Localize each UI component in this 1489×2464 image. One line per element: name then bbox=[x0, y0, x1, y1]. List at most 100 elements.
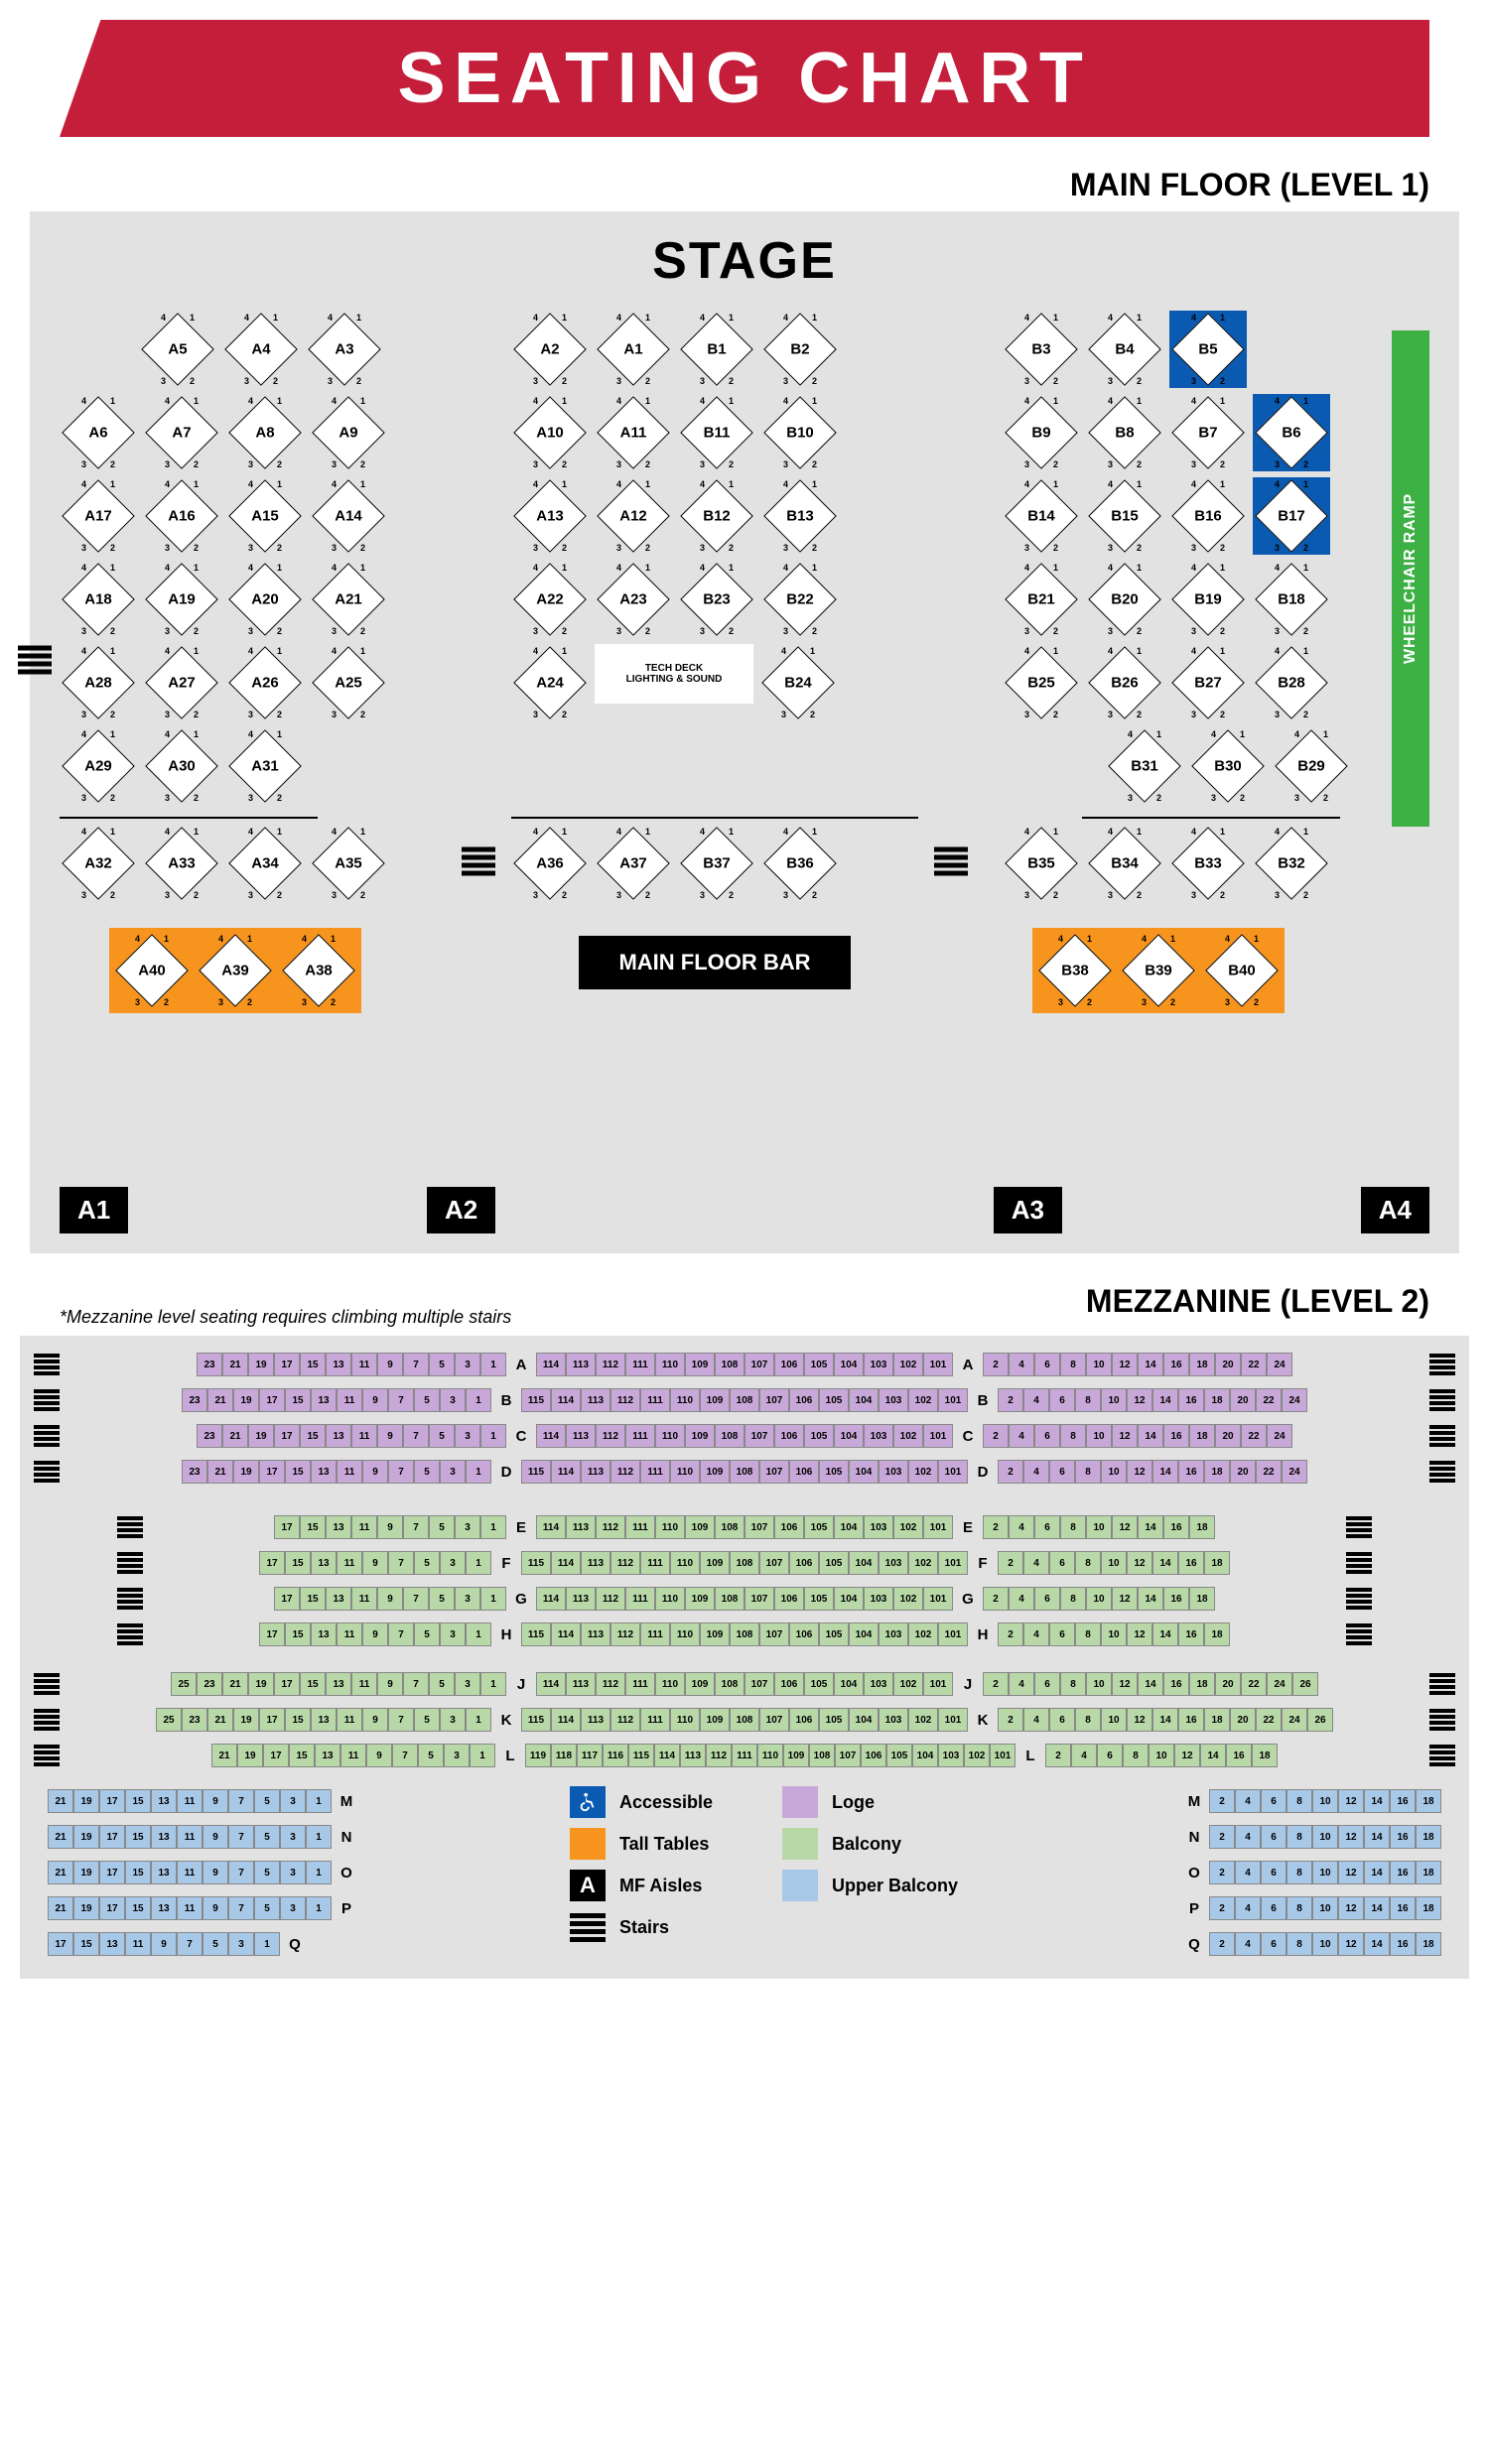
seat-8[interactable]: 8 bbox=[1075, 1460, 1101, 1484]
seat-103[interactable]: 103 bbox=[864, 1672, 893, 1696]
seat-14[interactable]: 14 bbox=[1364, 1896, 1390, 1920]
seat-8[interactable]: 8 bbox=[1286, 1932, 1312, 1956]
seat-11[interactable]: 11 bbox=[177, 1861, 203, 1884]
seat-8[interactable]: 8 bbox=[1286, 1825, 1312, 1849]
seat-106[interactable]: 106 bbox=[789, 1460, 819, 1484]
seat-106[interactable]: 106 bbox=[774, 1353, 804, 1376]
seat-2[interactable]: 2 bbox=[1209, 1932, 1235, 1956]
seat-13[interactable]: 13 bbox=[315, 1744, 340, 1767]
seat-17[interactable]: 17 bbox=[259, 1708, 285, 1732]
seat-1[interactable]: 1 bbox=[480, 1672, 506, 1696]
seat-13[interactable]: 13 bbox=[326, 1587, 351, 1611]
seat-11[interactable]: 11 bbox=[337, 1551, 362, 1575]
seat-8[interactable]: 8 bbox=[1060, 1587, 1086, 1611]
seat-102[interactable]: 102 bbox=[964, 1744, 990, 1767]
seat-11[interactable]: 11 bbox=[351, 1587, 377, 1611]
seat-2[interactable]: 2 bbox=[983, 1515, 1009, 1539]
seat-16[interactable]: 16 bbox=[1178, 1622, 1204, 1646]
seat-18[interactable]: 18 bbox=[1416, 1896, 1441, 1920]
seat-112[interactable]: 112 bbox=[610, 1622, 640, 1646]
seat-105[interactable]: 105 bbox=[886, 1744, 912, 1767]
table-A7[interactable]: 41 A7 32 bbox=[143, 394, 220, 471]
seat-104[interactable]: 104 bbox=[834, 1672, 864, 1696]
seat-101[interactable]: 101 bbox=[938, 1622, 968, 1646]
seat-106[interactable]: 106 bbox=[789, 1388, 819, 1412]
seat-107[interactable]: 107 bbox=[744, 1515, 774, 1539]
seat-11[interactable]: 11 bbox=[177, 1896, 203, 1920]
seat-114[interactable]: 114 bbox=[536, 1672, 566, 1696]
seat-7[interactable]: 7 bbox=[388, 1460, 414, 1484]
seat-9[interactable]: 9 bbox=[203, 1789, 228, 1813]
seat-21[interactable]: 21 bbox=[222, 1353, 248, 1376]
seat-22[interactable]: 22 bbox=[1256, 1708, 1282, 1732]
seat-1[interactable]: 1 bbox=[480, 1515, 506, 1539]
seat-108[interactable]: 108 bbox=[715, 1515, 744, 1539]
seat-3[interactable]: 3 bbox=[280, 1789, 306, 1813]
seat-3[interactable]: 3 bbox=[440, 1708, 466, 1732]
seat-18[interactable]: 18 bbox=[1416, 1932, 1441, 1956]
seat-108[interactable]: 108 bbox=[730, 1388, 759, 1412]
seat-7[interactable]: 7 bbox=[403, 1515, 429, 1539]
table-A22[interactable]: 41 A22 32 bbox=[511, 561, 589, 638]
seat-5[interactable]: 5 bbox=[254, 1896, 280, 1920]
seat-112[interactable]: 112 bbox=[596, 1672, 625, 1696]
seat-18[interactable]: 18 bbox=[1189, 1587, 1215, 1611]
table-A12[interactable]: 41 A12 32 bbox=[595, 477, 672, 555]
seat-16[interactable]: 16 bbox=[1226, 1744, 1252, 1767]
seat-16[interactable]: 16 bbox=[1390, 1861, 1416, 1884]
seat-18[interactable]: 18 bbox=[1416, 1825, 1441, 1849]
seat-10[interactable]: 10 bbox=[1086, 1515, 1112, 1539]
seat-110[interactable]: 110 bbox=[670, 1708, 700, 1732]
table-A33[interactable]: 41 A33 32 bbox=[143, 825, 220, 902]
seat-9[interactable]: 9 bbox=[377, 1672, 403, 1696]
seat-3[interactable]: 3 bbox=[444, 1744, 470, 1767]
seat-108[interactable]: 108 bbox=[730, 1622, 759, 1646]
seat-15[interactable]: 15 bbox=[285, 1388, 311, 1412]
seat-19[interactable]: 19 bbox=[73, 1825, 99, 1849]
seat-8[interactable]: 8 bbox=[1075, 1388, 1101, 1412]
seat-10[interactable]: 10 bbox=[1312, 1789, 1338, 1813]
seat-11[interactable]: 11 bbox=[340, 1744, 366, 1767]
seat-17[interactable]: 17 bbox=[263, 1744, 289, 1767]
seat-16[interactable]: 16 bbox=[1178, 1551, 1204, 1575]
seat-2[interactable]: 2 bbox=[1209, 1825, 1235, 1849]
seat-114[interactable]: 114 bbox=[551, 1460, 581, 1484]
seat-14[interactable]: 14 bbox=[1152, 1388, 1178, 1412]
seat-110[interactable]: 110 bbox=[670, 1460, 700, 1484]
table-A39[interactable]: 41 A39 32 bbox=[197, 932, 274, 1009]
seat-1[interactable]: 1 bbox=[466, 1622, 491, 1646]
table-A20[interactable]: 41 A20 32 bbox=[226, 561, 304, 638]
seat-12[interactable]: 12 bbox=[1127, 1622, 1152, 1646]
seat-4[interactable]: 4 bbox=[1009, 1353, 1034, 1376]
table-A34[interactable]: 41 A34 32 bbox=[226, 825, 304, 902]
seat-14[interactable]: 14 bbox=[1152, 1551, 1178, 1575]
seat-17[interactable]: 17 bbox=[259, 1551, 285, 1575]
seat-9[interactable]: 9 bbox=[203, 1896, 228, 1920]
seat-24[interactable]: 24 bbox=[1282, 1388, 1307, 1412]
table-A27[interactable]: 41 A27 32 bbox=[143, 644, 220, 721]
seat-17[interactable]: 17 bbox=[99, 1896, 125, 1920]
seat-17[interactable]: 17 bbox=[274, 1353, 300, 1376]
seat-107[interactable]: 107 bbox=[835, 1744, 861, 1767]
seat-5[interactable]: 5 bbox=[203, 1932, 228, 1956]
seat-106[interactable]: 106 bbox=[774, 1672, 804, 1696]
seat-19[interactable]: 19 bbox=[233, 1460, 259, 1484]
seat-23[interactable]: 23 bbox=[197, 1353, 222, 1376]
seat-24[interactable]: 24 bbox=[1282, 1460, 1307, 1484]
seat-15[interactable]: 15 bbox=[300, 1515, 326, 1539]
seat-8[interactable]: 8 bbox=[1286, 1789, 1312, 1813]
seat-16[interactable]: 16 bbox=[1178, 1460, 1204, 1484]
seat-18[interactable]: 18 bbox=[1204, 1460, 1230, 1484]
seat-109[interactable]: 109 bbox=[685, 1424, 715, 1448]
seat-109[interactable]: 109 bbox=[685, 1672, 715, 1696]
table-A30[interactable]: 41 A30 32 bbox=[143, 727, 220, 805]
seat-6[interactable]: 6 bbox=[1261, 1789, 1286, 1813]
seat-110[interactable]: 110 bbox=[670, 1388, 700, 1412]
seat-14[interactable]: 14 bbox=[1364, 1789, 1390, 1813]
seat-5[interactable]: 5 bbox=[254, 1789, 280, 1813]
seat-4[interactable]: 4 bbox=[1023, 1388, 1049, 1412]
seat-5[interactable]: 5 bbox=[414, 1551, 440, 1575]
table-B39[interactable]: 41 B39 32 bbox=[1120, 932, 1197, 1009]
seat-107[interactable]: 107 bbox=[759, 1388, 789, 1412]
table-A2[interactable]: 41 A2 32 bbox=[511, 311, 589, 388]
